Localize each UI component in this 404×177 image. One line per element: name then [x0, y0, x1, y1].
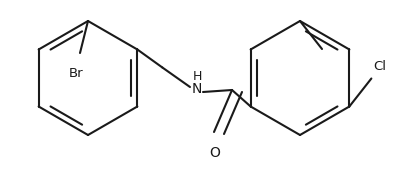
Text: H: H	[192, 70, 202, 84]
Text: N: N	[192, 82, 202, 96]
Text: Br: Br	[69, 67, 83, 80]
Text: Cl: Cl	[373, 59, 386, 73]
Text: O: O	[210, 146, 221, 160]
